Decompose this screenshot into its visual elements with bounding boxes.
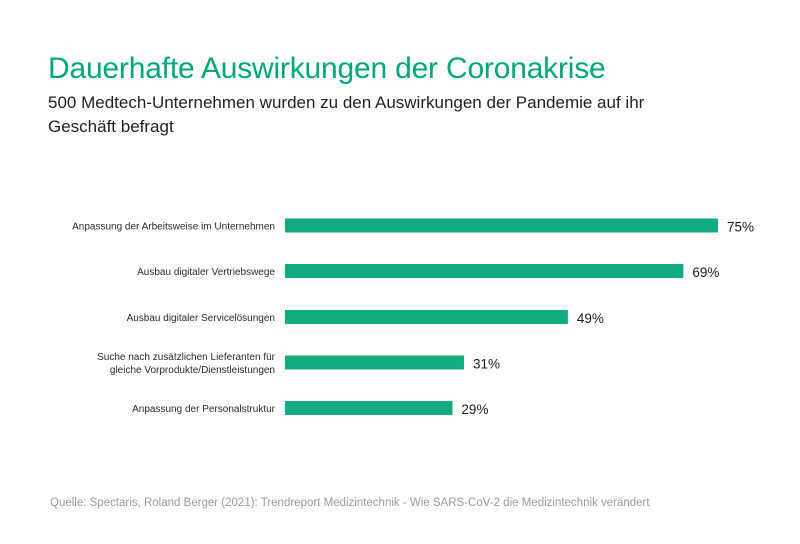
bar-1 — [285, 264, 684, 278]
value-label-4: 29% — [461, 402, 488, 417]
category-label-3: Suche nach zusätzlichen Lieferanten für g… — [97, 352, 276, 376]
value-label-2: 49% — [577, 311, 604, 326]
bar-4 — [285, 401, 453, 415]
category-label-2: Ausbau digitaler Servicelösungen — [127, 313, 275, 324]
bar-0 — [285, 218, 718, 233]
category-label-4: Anpassung der Personalstruktur — [132, 404, 276, 415]
chart-subtitle: 500 Medtech-Unternehmen wurden zu den Au… — [48, 93, 645, 136]
category-label-line: Anpassung der Arbeitsweise im Unternehme… — [72, 222, 275, 233]
bar-3 — [285, 355, 464, 370]
chart-title: Dauerhafte Auswirkungen der Coronakrise — [48, 52, 606, 85]
value-label-0: 75% — [727, 220, 754, 235]
category-label-line: Suche nach zusätzlichen Lieferanten für — [97, 352, 276, 363]
category-label-0: Anpassung der Arbeitsweise im Unternehme… — [72, 222, 275, 233]
category-label-line: gleiche Vorprodukte/Dienstleistungen — [110, 365, 275, 376]
category-label-line: Ausbau digitaler Servicelösungen — [127, 313, 275, 324]
category-label-line: Anpassung der Personalstruktur — [132, 404, 276, 415]
bar-2 — [285, 310, 568, 324]
category-label-1: Ausbau digitaler Vertriebswege — [137, 267, 275, 278]
category-label-line: Ausbau digitaler Vertriebswege — [137, 267, 275, 278]
value-label-3: 31% — [473, 357, 500, 372]
value-label-1: 69% — [692, 265, 719, 280]
source-note: Quelle: Spectaris, Roland Berger (2021):… — [50, 497, 650, 509]
